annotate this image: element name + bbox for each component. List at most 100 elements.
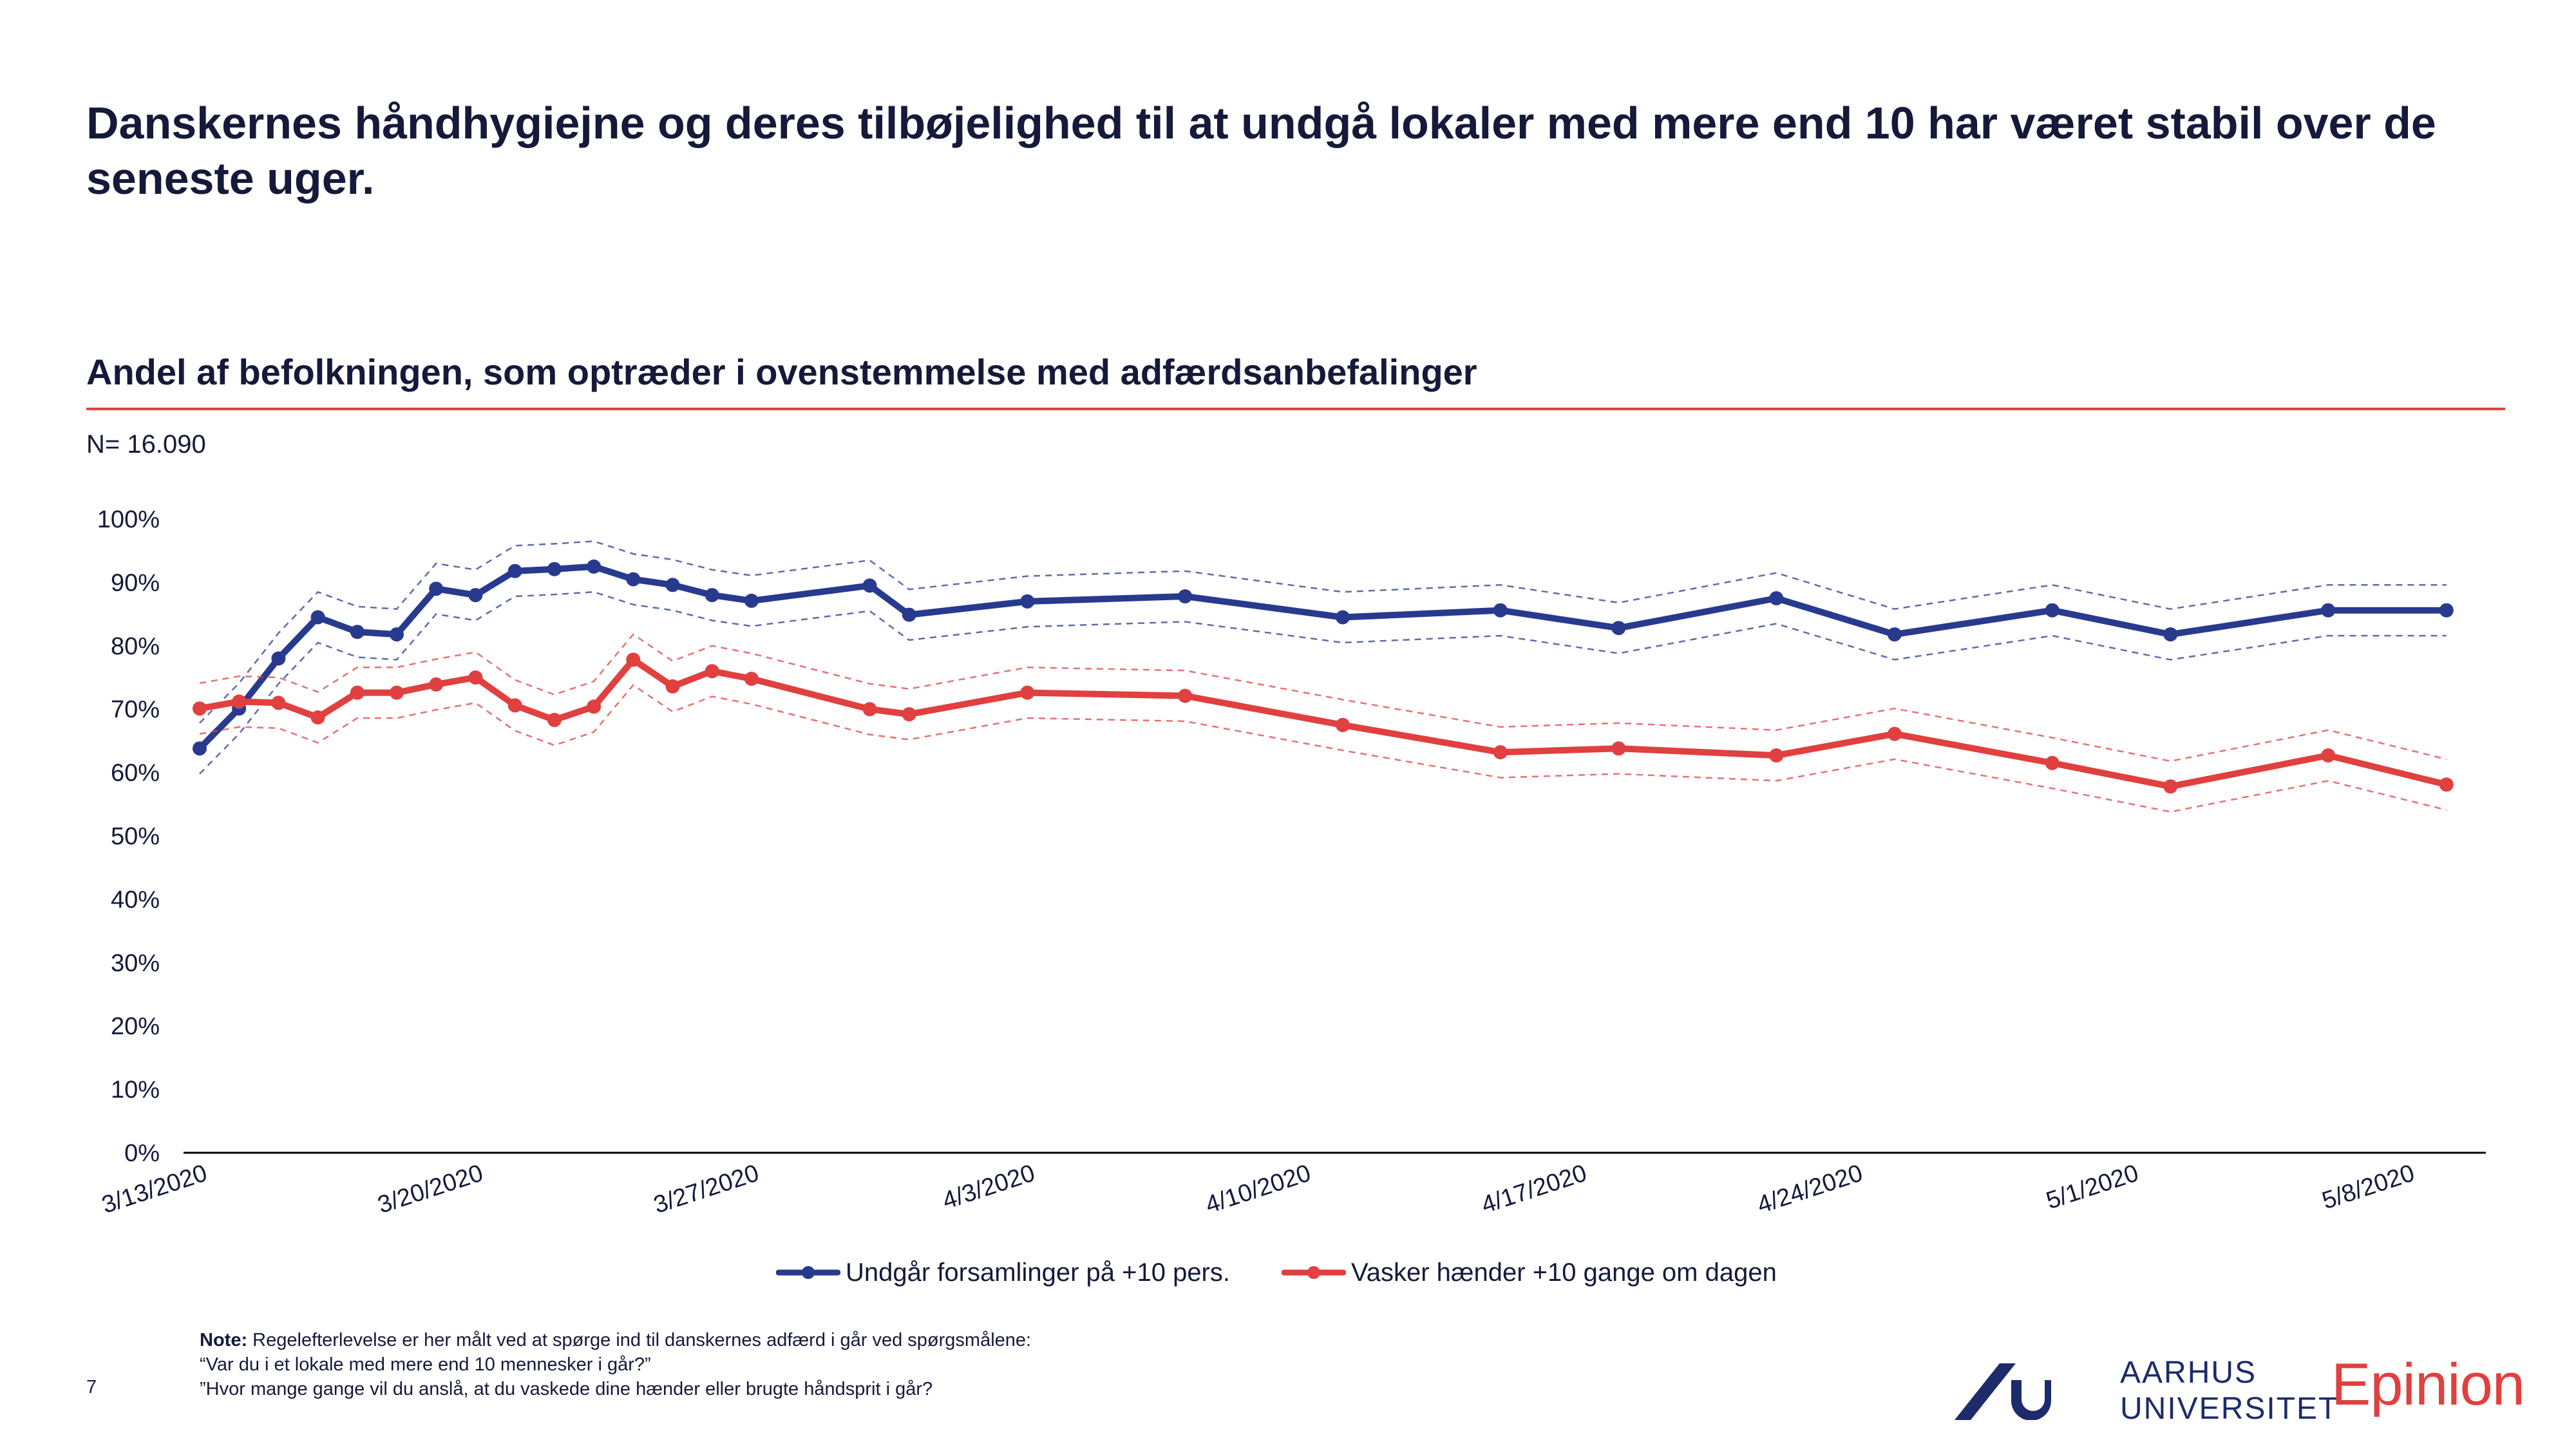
series-0-point	[350, 625, 365, 639]
series-1-point	[626, 652, 641, 667]
series-0-point	[507, 564, 522, 578]
series-0-point	[468, 588, 483, 603]
footnote-text: Regelefterlevelse er her målt ved at spø…	[247, 1330, 1032, 1350]
y-tick-label: 70%	[111, 696, 160, 723]
series-0-point	[1769, 591, 1784, 605]
y-tick-label: 100%	[97, 506, 160, 533]
series-0-point	[626, 572, 641, 587]
series-0-point	[587, 559, 601, 574]
epinion-logo: Epinion	[2331, 1352, 2525, 1417]
series-1-lower-band	[199, 684, 2447, 813]
series-1-point	[193, 701, 207, 716]
series-0-point	[705, 588, 719, 603]
series-1-point	[2045, 755, 2060, 770]
y-tick-label: 0%	[124, 1140, 160, 1167]
series-0-point	[1887, 627, 1902, 642]
series-1-point	[2439, 777, 2454, 792]
series-1-point	[902, 707, 916, 722]
x-tick-label: 5/8/2020	[2319, 1160, 2418, 1215]
y-tick-label: 40%	[111, 886, 160, 913]
page-headline: Danskernes håndhygiejne og deres tilbøje…	[86, 98, 2436, 204]
y-tick-label: 10%	[111, 1077, 160, 1104]
footnote-question-2: ”Hvor mange gange vil du anslå, at du va…	[200, 1379, 933, 1399]
series-0-line	[196, 563, 2450, 752]
series-1-point	[429, 677, 444, 692]
legend-label-blue: Undgår forsamlinger på +10 pers.	[846, 1258, 1230, 1287]
series-1-point	[862, 702, 877, 717]
x-tick-label: 3/20/2020	[374, 1160, 486, 1219]
chart-subtitle: Andel af befolkningen, som optræder i ov…	[86, 352, 1477, 392]
series-1-point	[587, 699, 601, 714]
series-0-point	[2321, 603, 2336, 618]
au-wordmark-line-1: AARHUS	[2120, 1356, 2257, 1390]
y-tick-label: 30%	[111, 950, 160, 977]
legend-item-red: Vasker hænder +10 gange om dagen	[1282, 1255, 1777, 1291]
y-tick-label: 60%	[111, 760, 160, 787]
y-tick-label: 20%	[111, 1013, 160, 1040]
series-0-point	[2045, 603, 2060, 618]
series-1-point	[2321, 748, 2336, 762]
series-0-point	[271, 651, 286, 666]
y-tick-label: 80%	[111, 633, 160, 660]
series-1-point	[310, 710, 325, 724]
series-0-point	[1611, 621, 1626, 636]
series-0-point	[862, 578, 877, 593]
series-0-point	[310, 610, 325, 625]
series-0-point	[2163, 627, 2178, 642]
series-1-point	[350, 685, 365, 700]
x-tick-label: 4/3/2020	[939, 1160, 1038, 1215]
series-0-point	[665, 578, 680, 592]
series-1-point	[1887, 726, 1902, 741]
footnote-question-1: “Var du i et lokale med mere end 10 menn…	[200, 1354, 651, 1375]
series-1-point	[468, 670, 483, 685]
x-tick-label: 3/13/2020	[99, 1160, 211, 1219]
legend-item-blue: Undgår forsamlinger på +10 pers.	[776, 1255, 1230, 1291]
series-0-point	[1178, 589, 1193, 603]
series-0-point	[2439, 603, 2454, 618]
series-1-point	[1336, 717, 1350, 732]
series-1-point	[744, 672, 759, 686]
series-1-point	[1493, 745, 1508, 760]
footnote-label: Note:	[200, 1330, 248, 1350]
page-number: 7	[86, 1377, 97, 1397]
subtitle-divider	[86, 408, 2505, 410]
chart-legend: Undgår forsamlinger på +10 pers. Vasker …	[776, 1255, 1828, 1291]
series-1-point	[271, 696, 286, 710]
series-1-point	[1178, 688, 1193, 703]
series-1-point	[1769, 748, 1784, 762]
legend-label-red: Vasker hænder +10 gange om dagen	[1351, 1258, 1777, 1287]
aarhus-university-logo-icon	[1955, 1363, 2051, 1420]
series-0-point	[902, 607, 916, 622]
series-0-point	[429, 582, 444, 596]
series-1-point	[1611, 741, 1626, 756]
series-1-upper-band	[199, 633, 2447, 762]
series-1-point	[547, 712, 562, 727]
x-tick-label: 5/1/2020	[2043, 1160, 2142, 1215]
legend-swatch-blue	[776, 1266, 840, 1279]
x-tick-label: 4/17/2020	[1478, 1160, 1590, 1219]
series-0-point	[1493, 603, 1508, 618]
series-0-point	[390, 627, 404, 642]
series-1-point	[232, 694, 247, 709]
x-tick-label: 3/27/2020	[650, 1160, 762, 1219]
y-tick-label: 50%	[111, 823, 160, 850]
x-tick-label: 4/24/2020	[1754, 1160, 1866, 1219]
series-1-point	[665, 679, 680, 694]
series-0-point	[744, 593, 759, 608]
series-0-point	[1020, 594, 1035, 609]
series-1-line	[196, 656, 2450, 790]
aarhus-university-wordmark: AARHUS UNIVERSITET	[2120, 1355, 2338, 1427]
series-1-point	[2163, 779, 2178, 794]
series-1-point	[705, 664, 719, 679]
y-tick-label: 90%	[111, 569, 160, 596]
series-1-point	[1020, 685, 1035, 700]
series-0-point	[193, 741, 207, 756]
series-1-point	[390, 685, 404, 700]
footnote: Note: Regelefterlevelse er her målt ved …	[200, 1328, 1031, 1401]
legend-swatch-red	[1282, 1266, 1346, 1279]
x-tick-label: 4/10/2020	[1202, 1160, 1314, 1219]
sample-size-label: N= 16.090	[86, 430, 206, 459]
series-0-point	[547, 562, 562, 576]
series-1-point	[507, 698, 522, 713]
footnote-line-1: Note: Regelefterlevelse er her målt ved …	[200, 1328, 1031, 1352]
